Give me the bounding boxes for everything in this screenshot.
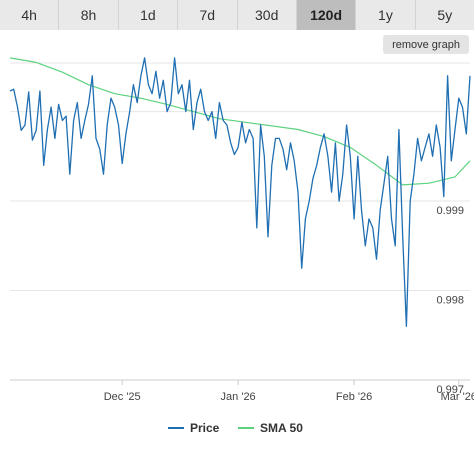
legend-label[interactable]: Price (190, 421, 220, 435)
x-tick-label: Dec '25 (104, 391, 141, 403)
tab-5y[interactable]: 5y (415, 0, 474, 30)
tab-120d[interactable]: 120d (296, 0, 357, 30)
x-tick-label: Jan '26 (221, 391, 256, 403)
remove-graph-button[interactable]: remove graph (383, 35, 469, 54)
y-tick-label: 0.997 (436, 384, 464, 396)
x-tick-label: Feb '26 (336, 391, 372, 403)
legend: Price SMA 50 (168, 421, 303, 435)
x-axis: Dec '25 Jan '26 Feb '26 Mar '26 (104, 380, 474, 403)
tab-7d[interactable]: 7d (178, 0, 238, 30)
tab-4h[interactable]: 4h (0, 0, 60, 30)
tab-8h[interactable]: 8h (59, 0, 119, 30)
x-tick-label: Mar '26 (441, 391, 474, 403)
series-lines (9, 57, 471, 327)
timeframe-tabs: 4h 8h 1d 7d 30d 120d 1y 5y (0, 0, 474, 30)
tab-30d[interactable]: 30d (237, 0, 297, 30)
tab-1d[interactable]: 1d (118, 0, 179, 30)
y-tick-label: 0.998 (436, 295, 464, 307)
y-tick-label: 0.999 (436, 205, 464, 217)
tab-1y[interactable]: 1y (356, 0, 416, 30)
series-line-price (9, 57, 471, 327)
legend-label[interactable]: SMA 50 (260, 421, 303, 435)
y-axis: 0.997 0.998 0.999 (436, 205, 464, 396)
grid-lines (10, 62, 470, 381)
series-line-sma-50 (9, 57, 471, 186)
